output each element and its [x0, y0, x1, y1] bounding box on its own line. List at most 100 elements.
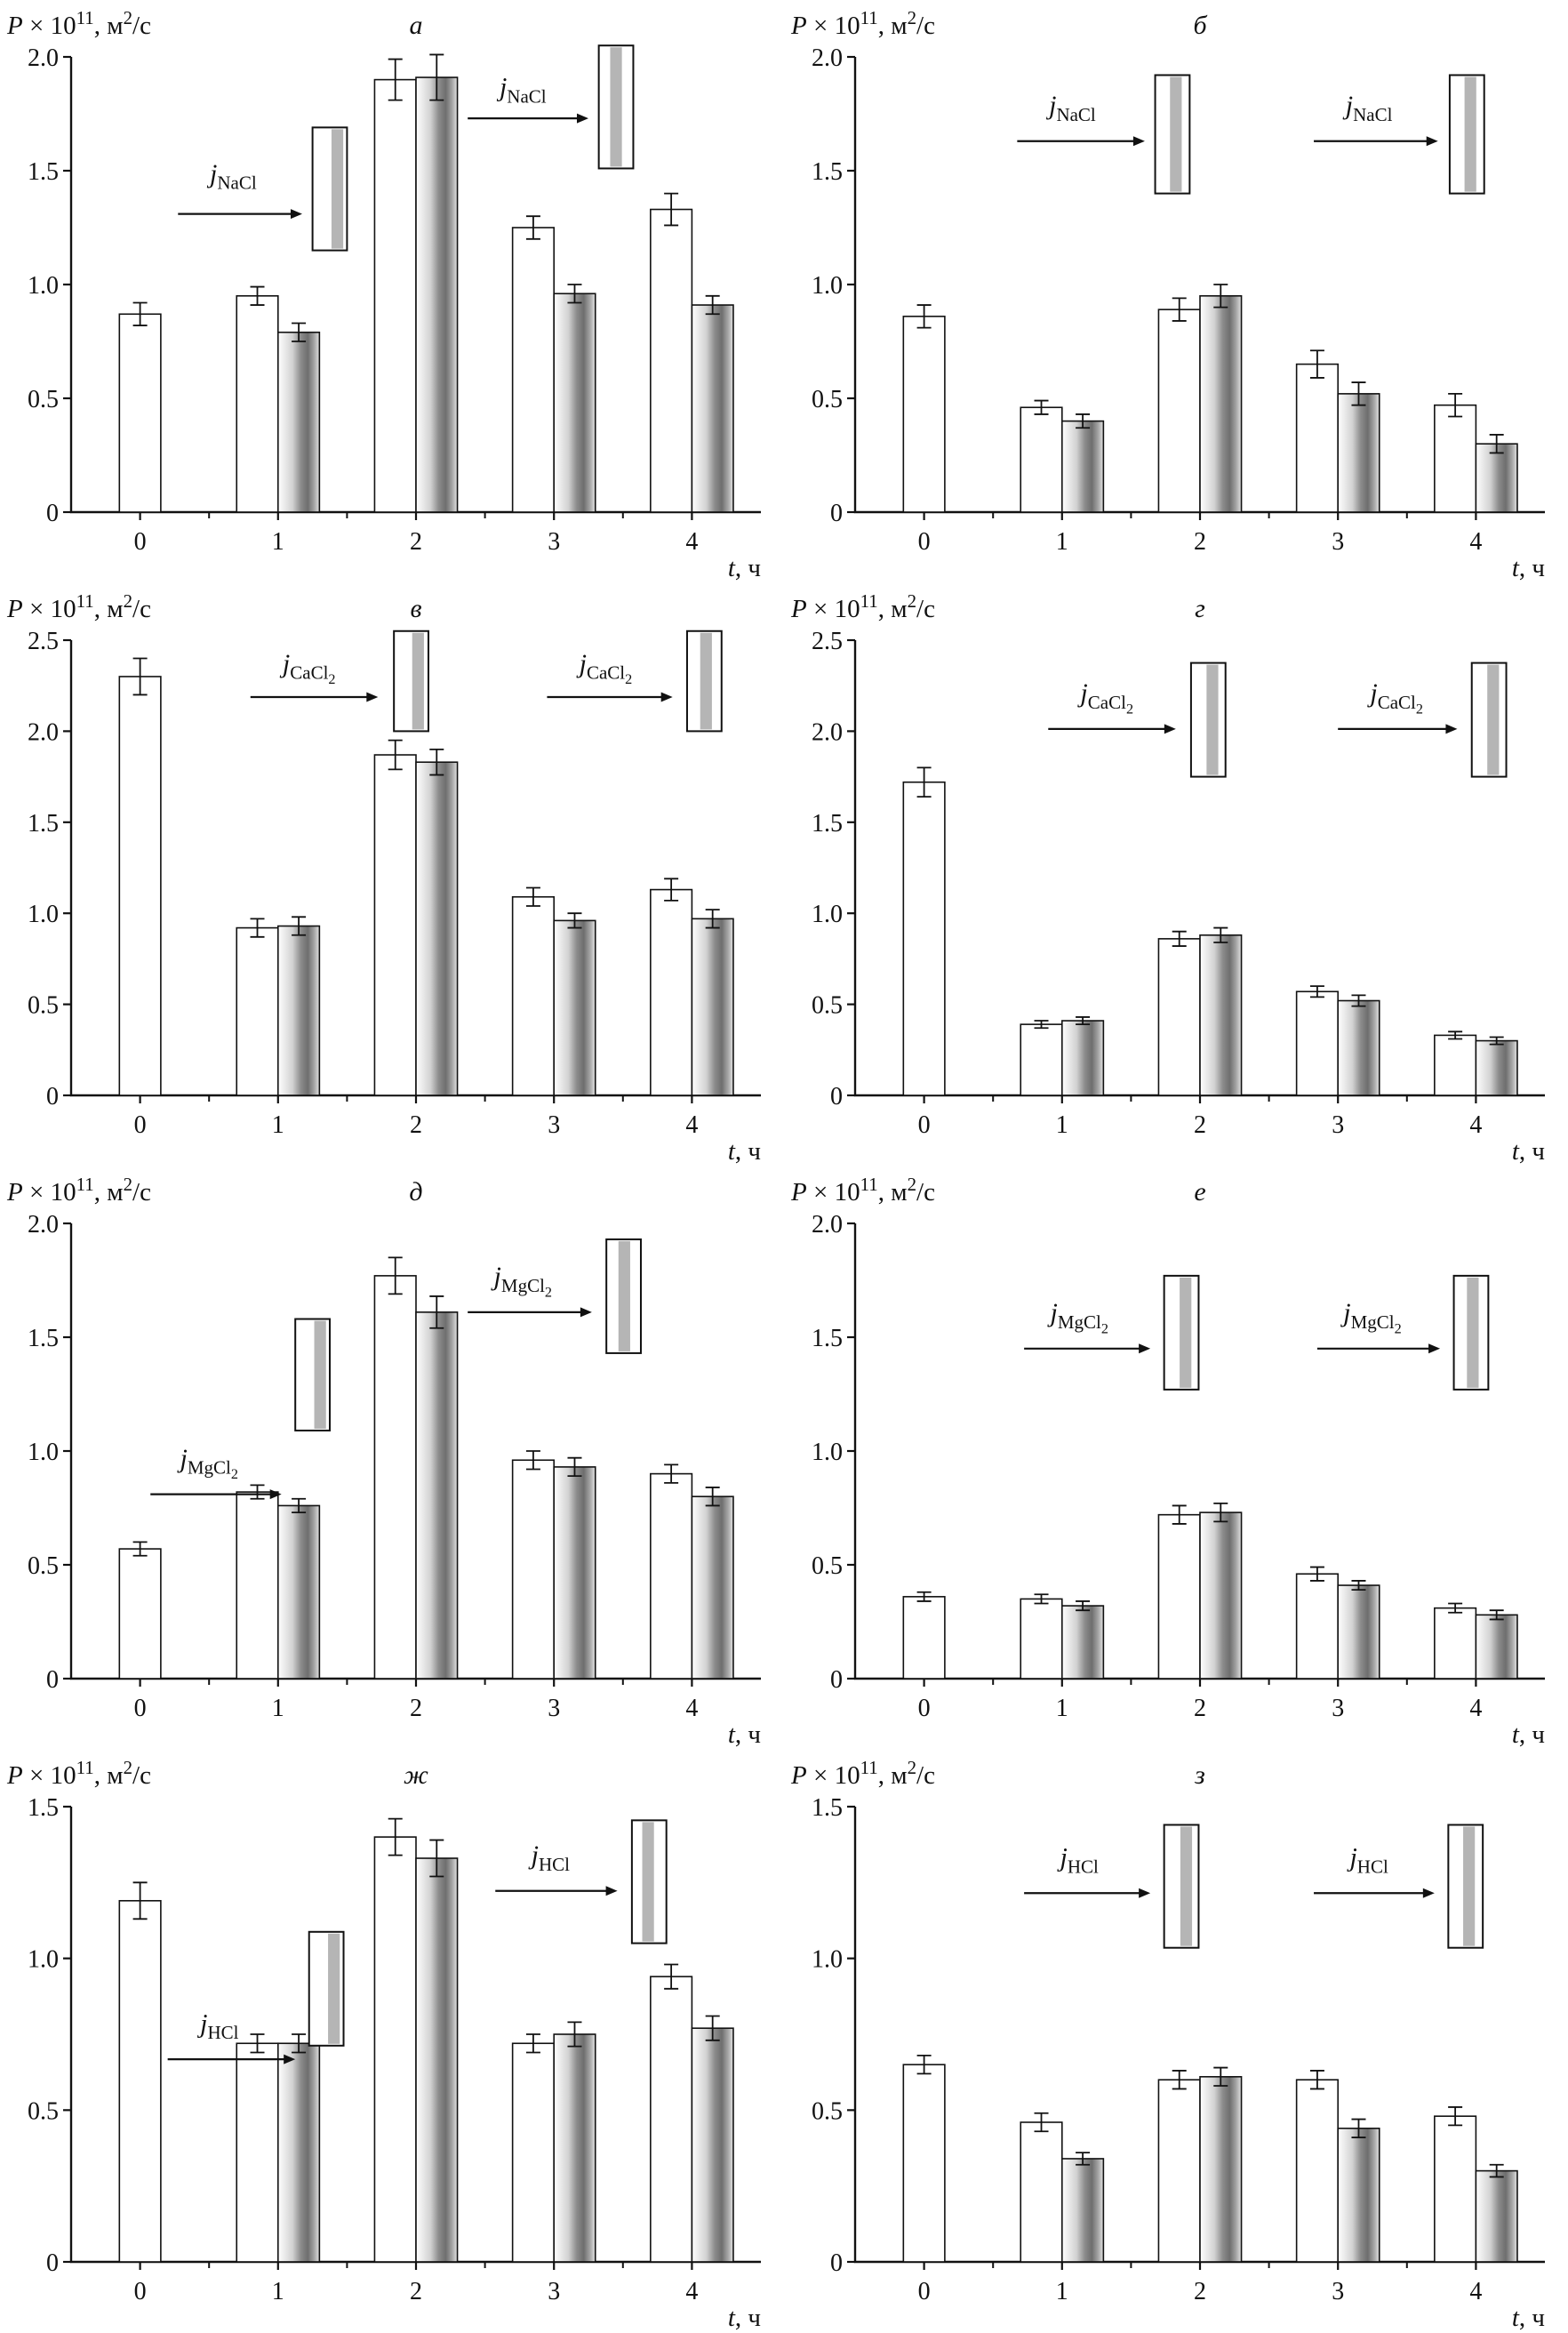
membrane-icon	[1452, 1274, 1490, 1391]
chart-svg-4: P × 1011, м2/с г t, ч 0 0.5 1.0 1.5 2.0 2.5 0 1 2 3 4…	[790, 590, 1545, 1166]
bar	[1434, 1034, 1477, 1096]
error-bar	[916, 2054, 932, 2075]
bar	[1295, 363, 1340, 513]
flux-arrow	[1338, 724, 1458, 734]
flux-arrow	[1314, 1888, 1435, 1898]
error-bar	[1489, 1609, 1504, 1621]
bar	[1020, 2121, 1063, 2263]
error-bar	[567, 1456, 582, 1478]
x-tick-label: 2	[410, 2278, 422, 2305]
error-bar	[1351, 994, 1366, 1007]
bar	[415, 761, 459, 1096]
bar	[1434, 1607, 1477, 1680]
chart-svg-2: P × 1011, м2/с б t, ч 0 0.5 1.0 1.5 2.0 0 1 2 3 4 jNa…	[790, 7, 1545, 582]
flux-label: jNaCl	[206, 159, 257, 194]
error-bar	[664, 192, 679, 227]
bar	[236, 2042, 279, 2263]
error-bar	[1076, 2152, 1091, 2166]
flux-arrow	[250, 692, 379, 702]
y-tick-label: 1.0	[28, 901, 59, 928]
flux-arrow	[1024, 1888, 1151, 1898]
chart-svg-6: P × 1011, м2/с е t, ч 0 0.5 1.0 1.5 2.0 0 1 2 3 4 jMg…	[790, 1174, 1545, 1749]
error-bar	[429, 53, 444, 101]
y-tick-label: 0	[830, 1083, 843, 1110]
x-tick-label: 2	[410, 528, 422, 556]
x-tick-label: 2	[1194, 1695, 1206, 1722]
error-bar	[1448, 1030, 1463, 1040]
bar	[553, 1466, 596, 1680]
bar	[1060, 1605, 1105, 1680]
x-tick-label: 4	[1469, 2278, 1482, 2305]
x-tick-label: 0	[918, 528, 931, 556]
x-tick-label: 0	[134, 1111, 147, 1139]
bar	[1020, 406, 1063, 513]
flux-arrow	[547, 692, 673, 702]
y-tick-label: 1.5	[812, 1325, 843, 1352]
chart-panel-4: P × 1011, м2/с г t, ч 0 0.5 1.0 1.5 2.0 2.5 0 1 2 3 4…	[784, 583, 1568, 1166]
error-bar	[1309, 1566, 1324, 1582]
error-bar	[132, 1541, 148, 1557]
error-bar	[567, 284, 582, 304]
y-tick-label: 0.5	[28, 1552, 59, 1580]
bar	[1475, 1039, 1518, 1096]
error-bar	[916, 1591, 932, 1602]
error-bar	[916, 304, 932, 329]
bar	[553, 919, 596, 1096]
bar	[511, 2042, 556, 2263]
bar	[415, 1311, 459, 1680]
bar	[118, 676, 162, 1096]
chart-svg-3: P × 1011, м2/с в t, ч 0 0.5 1.0 1.5 2.0 2.5 0 1 2 3 4…	[6, 590, 761, 1166]
bar	[691, 1495, 734, 1680]
y-tick-label: 0	[46, 1666, 59, 1694]
bar	[276, 925, 321, 1096]
x-tick-label: 1	[272, 2278, 284, 2305]
bar	[1475, 443, 1518, 513]
panel-title: д	[409, 1177, 422, 1207]
membrane-icon	[1448, 74, 1485, 195]
panel-title: в	[410, 594, 421, 623]
bar	[650, 208, 693, 513]
bar	[236, 1491, 279, 1680]
chart-svg-1: P × 1011, м2/с а t, ч 0 0.5 1.0 1.5 2.0 0 1 2 3 4 jNa…	[6, 7, 761, 582]
membrane-icon	[308, 1930, 345, 2047]
y-tick-label: 1.0	[28, 1946, 59, 1974]
y-tick-label: 1.0	[812, 272, 843, 300]
error-bar	[292, 2033, 307, 2054]
bar	[1199, 2075, 1243, 2263]
x-tick-label: 0	[918, 1111, 931, 1139]
y-tick-label: 0.5	[812, 1552, 843, 1580]
y-tick-label: 2.0	[28, 718, 59, 746]
y-tick-label: 1.0	[812, 1946, 843, 1974]
bar	[373, 1836, 417, 2263]
flux-label: jHCl	[528, 1840, 571, 1875]
x-tick-label: 4	[1469, 528, 1482, 556]
y-tick-label: 1.5	[812, 810, 843, 838]
x-tick-label: 0	[918, 2278, 931, 2305]
y-tick-label: 2.5	[812, 628, 843, 655]
error-bar	[1076, 1600, 1091, 1612]
y-tick-label: 1.0	[812, 1439, 843, 1466]
y-tick-label: 1.5	[28, 810, 59, 838]
y-tick-label: 0	[46, 1083, 59, 1110]
chart-svg-8: P × 1011, м2/с з t, ч 0 0.5 1.0 1.5 0 1 2 3 4 jHCl jH…	[790, 1757, 1545, 2332]
bar	[553, 293, 596, 513]
bar	[415, 1857, 459, 2263]
y-tick-label: 0.5	[812, 992, 843, 1020]
panel-title: е	[1194, 1177, 1205, 1207]
bar	[650, 1472, 693, 1680]
y-tick-label: 0	[830, 2249, 843, 2277]
x-tick-label: 4	[685, 528, 698, 556]
flux-label: jCaCl2	[1076, 678, 1133, 717]
error-bar	[292, 916, 307, 936]
membrane-icon	[393, 629, 429, 733]
error-bar	[1351, 1580, 1366, 1591]
y-axis-label: P × 1011, м2/с	[790, 1757, 935, 1790]
y-tick-label: 0	[46, 2249, 59, 2277]
bar	[1337, 999, 1380, 1096]
panel-title: з	[1194, 1760, 1205, 1790]
y-tick-label: 1.5	[28, 158, 59, 186]
x-tick-label: 3	[1332, 1111, 1344, 1139]
panel-title: г	[1195, 594, 1205, 623]
x-tick-label: 1	[1056, 1695, 1068, 1722]
